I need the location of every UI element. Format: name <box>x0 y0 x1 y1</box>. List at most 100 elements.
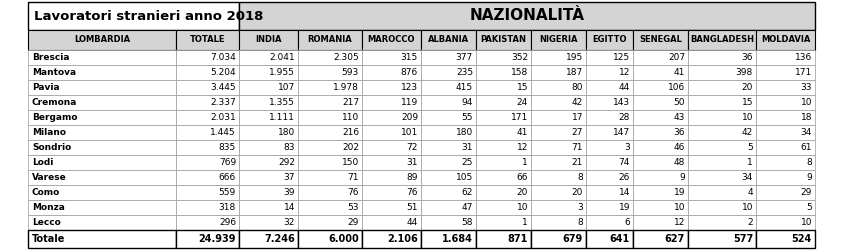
Bar <box>586 155 633 170</box>
Bar <box>239 230 298 248</box>
Bar <box>586 65 633 80</box>
Bar <box>688 30 756 50</box>
Bar <box>586 170 633 185</box>
Text: 51: 51 <box>406 203 418 212</box>
Bar <box>298 185 362 200</box>
Bar <box>476 170 531 185</box>
Bar <box>756 155 815 170</box>
Text: 17: 17 <box>572 113 583 122</box>
Text: 7.034: 7.034 <box>210 53 236 62</box>
Bar <box>28 170 176 185</box>
Bar <box>531 170 586 185</box>
Bar <box>176 50 239 65</box>
Text: 679: 679 <box>563 234 583 244</box>
Bar <box>688 230 756 248</box>
Bar <box>298 80 362 95</box>
Bar <box>756 200 815 215</box>
Text: 769: 769 <box>218 158 236 167</box>
Bar <box>421 65 476 80</box>
Text: 25: 25 <box>462 158 473 167</box>
Text: Brescia: Brescia <box>32 53 69 62</box>
Text: 150: 150 <box>341 158 359 167</box>
Text: 15: 15 <box>517 83 528 92</box>
Text: 5: 5 <box>747 143 753 152</box>
Bar <box>239 65 298 80</box>
Text: 352: 352 <box>511 53 528 62</box>
Bar <box>586 200 633 215</box>
Bar <box>298 140 362 155</box>
Text: BANGLADESH: BANGLADESH <box>690 36 754 44</box>
Text: 147: 147 <box>613 128 630 137</box>
Text: 8: 8 <box>806 158 812 167</box>
Text: 119: 119 <box>400 98 418 107</box>
Bar <box>476 185 531 200</box>
Bar <box>531 30 586 50</box>
Bar <box>28 230 176 248</box>
Bar <box>476 80 531 95</box>
Text: 10: 10 <box>517 203 528 212</box>
Text: 207: 207 <box>668 53 685 62</box>
Bar <box>239 2 815 30</box>
Bar <box>421 170 476 185</box>
Bar <box>28 80 176 95</box>
Text: 2.305: 2.305 <box>333 53 359 62</box>
Bar <box>28 140 176 155</box>
Bar <box>633 80 688 95</box>
Text: 74: 74 <box>619 158 630 167</box>
Bar <box>476 110 531 125</box>
Text: 209: 209 <box>401 113 418 122</box>
Bar <box>688 65 756 80</box>
Bar <box>633 140 688 155</box>
Text: ROMANIA: ROMANIA <box>308 36 352 44</box>
Text: INDIA: INDIA <box>255 36 282 44</box>
Bar <box>421 50 476 65</box>
Bar <box>586 185 633 200</box>
Text: Lavoratori stranieri anno 2018: Lavoratori stranieri anno 2018 <box>34 10 263 22</box>
Text: 26: 26 <box>619 173 630 182</box>
Bar <box>239 185 298 200</box>
Text: 107: 107 <box>277 83 295 92</box>
Text: 871: 871 <box>507 234 528 244</box>
Text: MOLDAVIA: MOLDAVIA <box>761 36 810 44</box>
Bar <box>756 125 815 140</box>
Text: 835: 835 <box>218 143 236 152</box>
Text: 14: 14 <box>283 203 295 212</box>
Bar <box>421 125 476 140</box>
Text: 235: 235 <box>456 68 473 77</box>
Text: 42: 42 <box>742 128 753 137</box>
Bar <box>476 230 531 248</box>
Text: 4: 4 <box>748 188 753 197</box>
Text: ALBANIA: ALBANIA <box>428 36 469 44</box>
Text: 80: 80 <box>572 83 583 92</box>
Bar <box>362 140 421 155</box>
Text: 48: 48 <box>674 158 685 167</box>
Bar <box>362 215 421 230</box>
Text: 1.355: 1.355 <box>269 98 295 107</box>
Text: 296: 296 <box>219 218 236 227</box>
Text: 43: 43 <box>674 113 685 122</box>
Text: LOMBARDIA: LOMBARDIA <box>74 36 130 44</box>
Bar <box>176 155 239 170</box>
Bar <box>586 140 633 155</box>
Text: 42: 42 <box>572 98 583 107</box>
Bar <box>633 230 688 248</box>
Text: 20: 20 <box>517 188 528 197</box>
Bar <box>362 230 421 248</box>
Bar <box>756 215 815 230</box>
Bar <box>28 215 176 230</box>
Text: 14: 14 <box>619 188 630 197</box>
Text: NAZIONALITÀ: NAZIONALITÀ <box>470 8 584 24</box>
Bar <box>298 215 362 230</box>
Text: 171: 171 <box>795 68 812 77</box>
Bar <box>421 30 476 50</box>
Text: 20: 20 <box>572 188 583 197</box>
Bar <box>531 140 586 155</box>
Text: 8: 8 <box>577 218 583 227</box>
Text: 66: 66 <box>517 173 528 182</box>
Text: 398: 398 <box>736 68 753 77</box>
Text: 10: 10 <box>801 98 812 107</box>
Bar <box>28 155 176 170</box>
Text: 3: 3 <box>577 203 583 212</box>
Text: 44: 44 <box>619 83 630 92</box>
Text: Monza: Monza <box>32 203 65 212</box>
